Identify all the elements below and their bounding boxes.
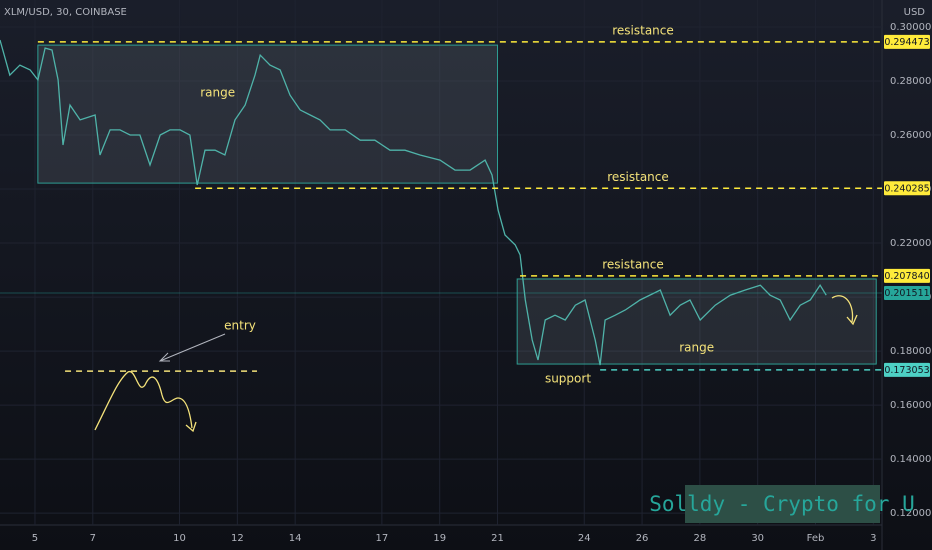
- price-badge-label: 0.201511: [884, 288, 929, 299]
- level-label: resistance: [612, 23, 674, 37]
- price-badge-label: 0.240285: [884, 183, 929, 194]
- x-tick-label: 26: [636, 533, 649, 544]
- range-label: range: [200, 86, 235, 100]
- x-tick-label: 19: [433, 533, 446, 544]
- range-box: [516, 278, 877, 365]
- price-badge-label: 0.294473: [884, 37, 929, 48]
- price-badge: [884, 181, 930, 196]
- x-tick-label: 24: [578, 533, 591, 544]
- x-tick-label: 17: [376, 533, 389, 544]
- level-label: support: [545, 371, 591, 385]
- x-tick-label: 30: [751, 533, 764, 544]
- range-label: range: [679, 341, 714, 355]
- x-tick-label: 12: [231, 533, 244, 544]
- x-tick-label: 3: [870, 533, 876, 544]
- axis-unit: USD: [904, 7, 926, 18]
- x-tick-label: Feb: [807, 533, 825, 544]
- price-badge-label: 0.207840: [884, 271, 929, 282]
- price-badge: [884, 362, 930, 377]
- entry-pointer: [159, 333, 226, 362]
- price-line: [0, 39, 827, 366]
- level-label: resistance: [602, 257, 664, 271]
- price-badge: [884, 285, 930, 300]
- price-badge: [884, 268, 930, 283]
- entry-label: entry: [224, 319, 256, 333]
- entry-pointer-head: [158, 352, 170, 362]
- level-label: resistance: [607, 170, 669, 184]
- sketch-arrow: [185, 421, 197, 433]
- watermark: Solldy - Crypto for U: [649, 492, 915, 516]
- price-badge-label: 0.173053: [884, 365, 929, 376]
- x-tick-label: 21: [491, 533, 504, 544]
- watermark-box: [685, 485, 880, 523]
- sketch-arrow: [846, 314, 858, 326]
- x-tick-label: 10: [173, 533, 186, 544]
- chart-title: XLM/USD, 30, COINBASE: [4, 7, 127, 18]
- sketch-path: [94, 371, 193, 431]
- x-tick-label: 7: [90, 533, 96, 544]
- x-tick-label: 5: [32, 533, 38, 544]
- sketch-path: [831, 295, 854, 323]
- price-badge: [884, 34, 930, 49]
- y-tick-label: 0.120000: [890, 508, 932, 519]
- x-tick-label: 28: [694, 533, 707, 544]
- x-tick-label: 14: [289, 533, 302, 544]
- range-box: [37, 44, 499, 184]
